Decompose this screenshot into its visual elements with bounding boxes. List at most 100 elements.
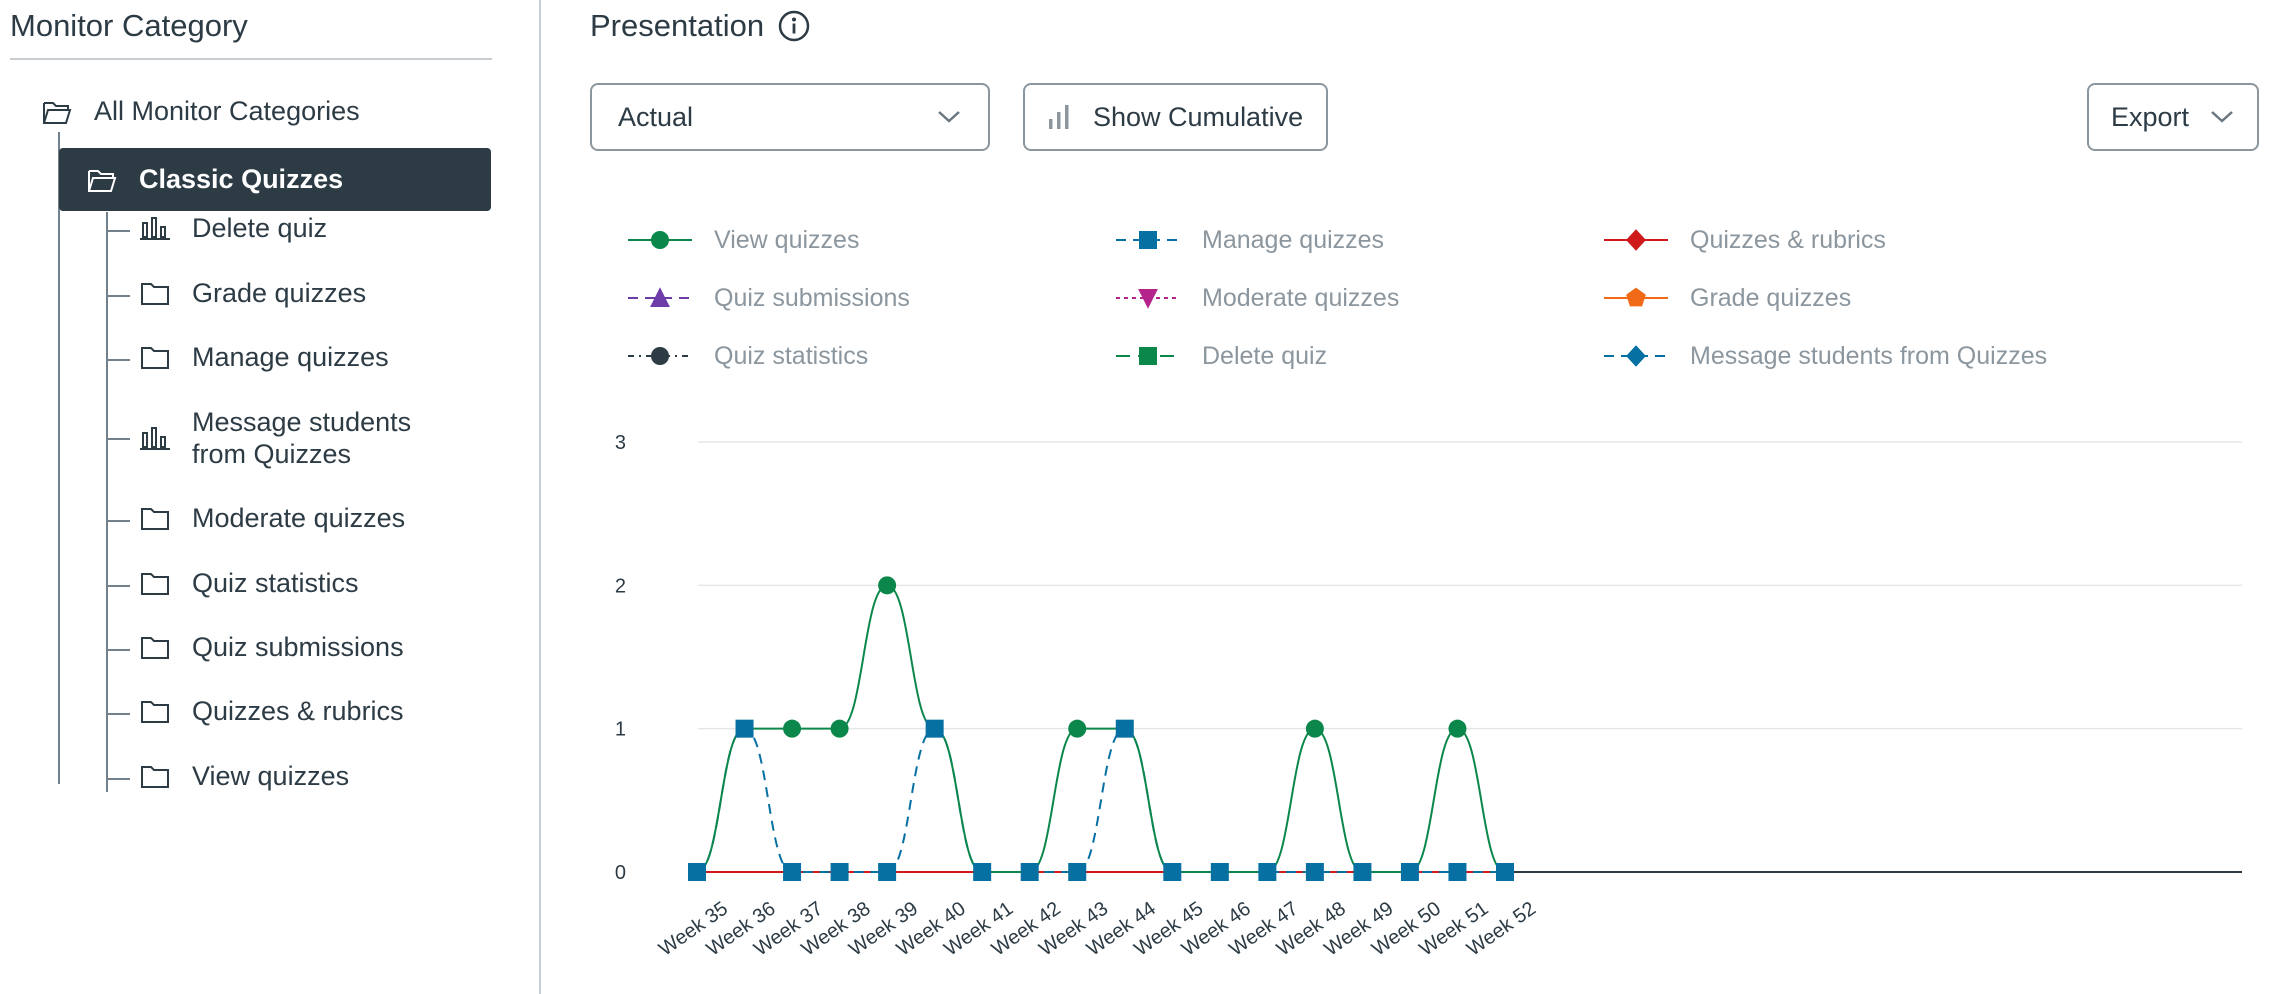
legend-item[interactable]: Grade quizzes [1602,283,1851,313]
y-tick-label: 2 [615,575,626,597]
data-point [1163,863,1182,881]
show-cumulative-button[interactable]: Show Cumulative [1023,83,1328,151]
tree-item-grade-quizzes[interactable]: Grade quizzes [108,277,366,309]
y-tick-label: 0 [615,862,626,884]
legend-label: Message students from Quizzes [1690,341,2048,370]
legend-item[interactable]: View quizzes [626,225,859,255]
data-point [688,863,706,881]
data-point [830,719,849,738]
tree-line [108,585,130,587]
export-label: Export [2111,101,2190,132]
folder-icon [138,278,172,308]
legend-marker [1139,347,1157,365]
tree-item-label: Delete quiz [192,213,328,243]
tree-item-message-students-from-quizzes[interactable]: Message students from Quizzes [108,406,452,470]
legend-marker [651,347,669,365]
tree-item-view-quizzes[interactable]: View quizzes [108,760,350,792]
tree-item-quiz-statistics[interactable]: Quiz statistics [108,567,359,599]
tree-item-label: Quizzes & rubrics [192,696,404,726]
data-point [783,863,802,881]
folder-icon [138,503,172,533]
legend-label: View quizzes [714,225,860,254]
tree-item-delete-quiz[interactable]: Delete quiz [108,212,328,244]
data-point [1496,863,1514,881]
folder-icon [138,342,172,372]
tree-item-label: Quiz submissions [192,632,404,662]
data-point [783,719,802,738]
legend-marker [651,231,669,249]
panel-divider [539,0,541,994]
folder-icon [138,568,172,598]
legend-label: Quiz submissions [714,283,910,312]
tree-line [108,359,130,361]
tree-item-label: View quizzes [192,761,350,791]
legend-swatch [1604,345,1668,367]
tree-item-label: Classic Quizzes [139,164,344,194]
folder-icon [138,696,172,726]
legend-swatch [628,347,692,365]
legend-swatch [1604,229,1668,251]
legend-item[interactable]: Manage quizzes [1114,225,1384,255]
tree-item-moderate-quizzes[interactable]: Moderate quizzes [108,502,406,534]
page-title-text: Presentation [590,8,765,43]
sidebar-divider [10,58,492,60]
export-button[interactable]: Export [2087,83,2259,151]
view-select[interactable]: Actual [590,83,990,151]
legend-item[interactable]: Quizzes & rubrics [1602,225,1886,255]
tree-item-label: Message students from Quizzes [192,407,412,469]
tree-item-quizzes-rubrics[interactable]: Quizzes & rubrics [108,695,404,727]
data-point [1258,863,1277,881]
data-point [830,863,849,881]
tree-line [108,230,130,232]
legend-swatch [628,231,692,249]
data-point [973,863,992,881]
tree-line [108,649,130,651]
data-point [925,719,944,738]
tree-line [108,778,130,780]
legend-swatch [1116,231,1180,249]
folder-open-icon [40,97,74,127]
folder-icon [138,761,172,791]
data-point [1115,719,1134,738]
legend-label: Delete quiz [1202,341,1328,370]
legend-item[interactable]: Quiz submissions [626,283,910,313]
legend-marker [1138,289,1158,309]
chevron-down-icon [938,111,960,123]
data-point [1020,863,1039,881]
bar-chart-icon [138,423,172,453]
legend-item[interactable]: Message students from Quizzes [1602,341,2047,371]
tree-line [106,212,108,792]
tree-line [108,438,130,440]
legend-item[interactable]: Quiz statistics [626,341,868,371]
tree-item-label: Manage quizzes [192,342,389,372]
monitor-category-sidebar: Monitor Category All Monitor Categories … [0,0,540,994]
legend-item[interactable]: Delete quiz [1114,341,1327,371]
legend-label: Quizzes & rubrics [1690,225,1886,254]
tree-item-all-monitor-categories[interactable]: All Monitor Categories [40,96,360,127]
info-icon[interactable] [778,10,810,42]
legend-item[interactable]: Moderate quizzes [1114,283,1399,313]
tree-line [108,520,130,522]
y-tick-label: 1 [615,719,626,741]
legend-marker [1626,287,1646,307]
tree-line [108,713,130,715]
tree-item-classic-quizzes[interactable]: Classic Quizzes [59,148,491,211]
legend-label: Moderate quizzes [1202,283,1400,312]
tree-item-quiz-submissions[interactable]: Quiz submissions [108,631,404,663]
data-point [1305,863,1324,881]
legend-label: Grade quizzes [1690,283,1852,312]
data-point [1210,863,1229,881]
folder-open-icon [85,165,119,195]
tree-item-manage-quizzes[interactable]: Manage quizzes [108,341,389,373]
bar-chart-icon [138,213,172,243]
legend-label: Quiz statistics [714,341,869,370]
folder-icon [138,632,172,662]
series-line [696,727,1505,873]
sidebar-title: Monitor Category [10,8,248,43]
data-point [735,719,754,738]
tree-item-label: All Monitor Categories [94,96,360,126]
legend-swatch [1604,287,1668,307]
tree-item-label: Moderate quizzes [192,503,406,533]
legend-swatch [1116,347,1180,365]
